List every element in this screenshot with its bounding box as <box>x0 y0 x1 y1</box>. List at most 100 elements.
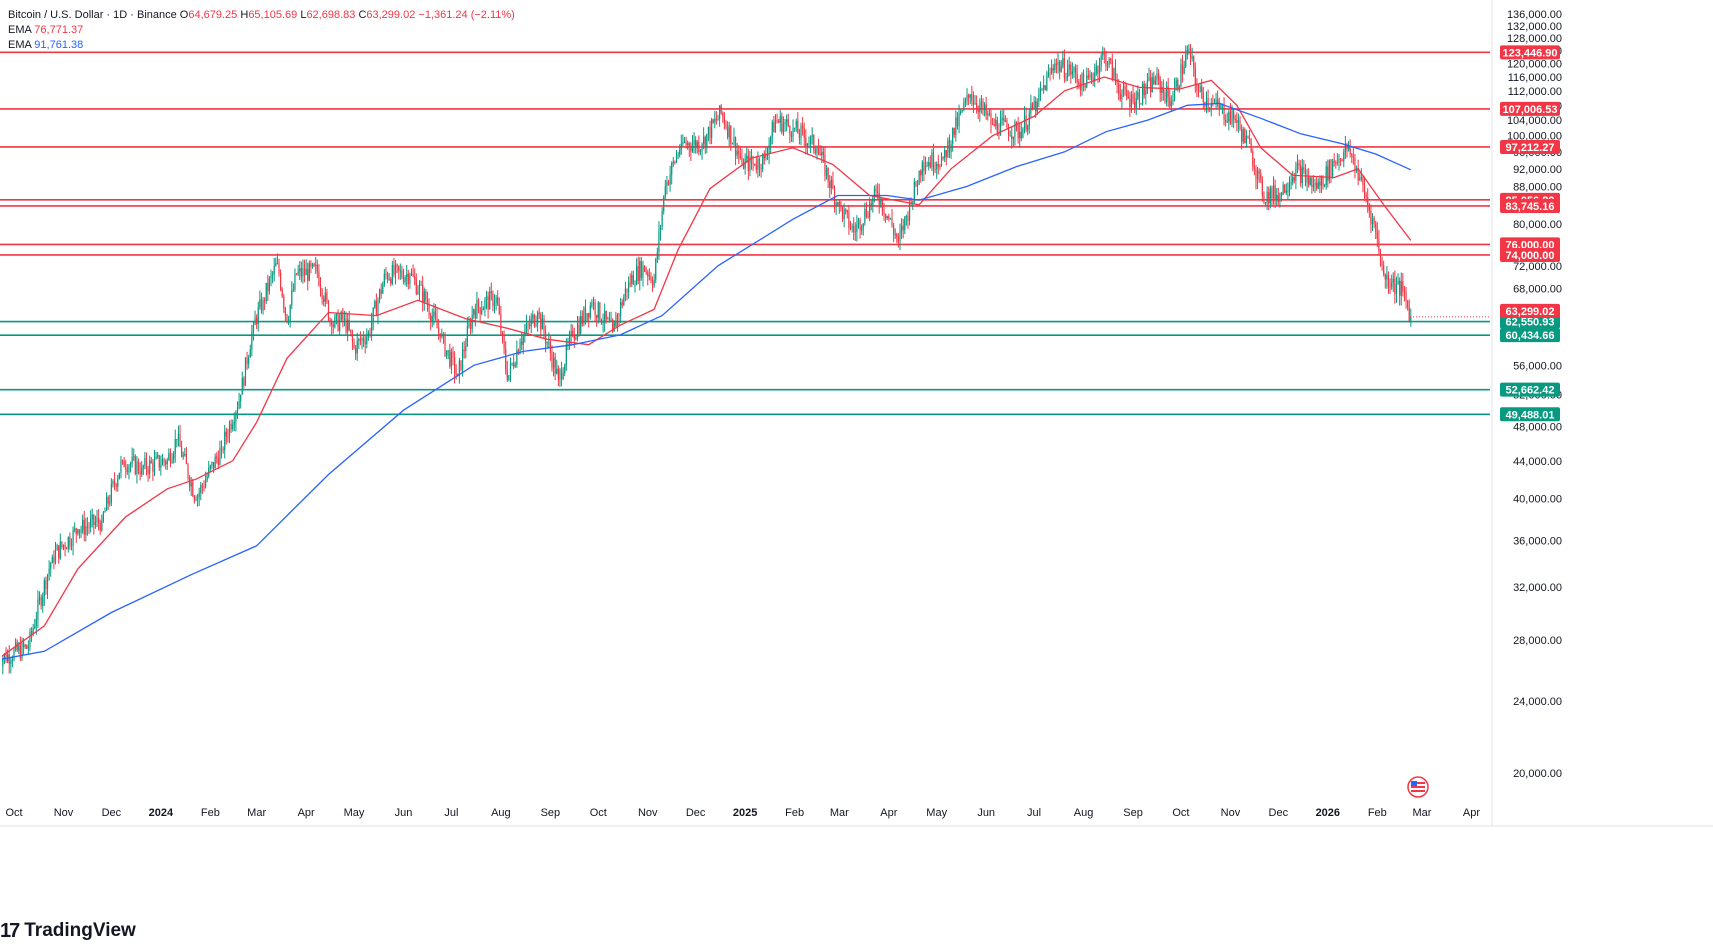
last-price-tag[interactable] <box>1500 303 1560 318</box>
candle-body <box>434 311 437 319</box>
candle-body <box>548 341 550 343</box>
candle-body <box>987 114 989 116</box>
candle-body <box>220 448 223 450</box>
candle-body <box>525 324 528 332</box>
candle-body <box>565 344 567 365</box>
support-level-tag[interactable] <box>1500 314 1560 329</box>
candle-body <box>367 332 369 337</box>
y-tick-label: 32,000.00 <box>1513 582 1562 594</box>
candle-body <box>18 645 20 651</box>
candle-body <box>187 464 189 478</box>
support-level-tag[interactable] <box>1500 328 1560 343</box>
candle-body <box>240 394 242 401</box>
support-level-tag[interactable] <box>1500 407 1560 422</box>
candle-body <box>414 276 416 280</box>
candle-body <box>592 302 595 304</box>
candle-body <box>814 149 816 154</box>
legend-ema-slow-row[interactable]: EMA 91,761.38 <box>8 38 515 53</box>
x-tick-label: Feb <box>1368 807 1387 819</box>
candle-body <box>653 279 655 286</box>
legend-ema-fast-row[interactable]: EMA 76,771.37 <box>8 23 515 38</box>
candle-body <box>1134 101 1136 108</box>
candle-body <box>596 315 598 318</box>
candle-body <box>1135 97 1137 108</box>
candle-body <box>1145 90 1147 96</box>
candle-body <box>385 273 387 275</box>
candle-body <box>319 285 322 290</box>
y-tick-label: 68,000.00 <box>1513 283 1562 295</box>
candle-body <box>289 305 291 322</box>
candle-body <box>241 378 243 395</box>
candle-body <box>559 369 561 380</box>
candle-body <box>527 324 529 326</box>
ema-fast-line[interactable] <box>0 76 1412 660</box>
y-tick-label: 80,000.00 <box>1513 219 1562 231</box>
candle-body <box>101 520 103 531</box>
candle-body <box>123 460 125 467</box>
support-level-tag[interactable] <box>1500 382 1560 397</box>
candle-body <box>618 314 620 316</box>
candle-body <box>489 291 491 310</box>
candle-body <box>1347 147 1350 150</box>
candle-body <box>936 164 938 170</box>
candle-body <box>257 307 259 324</box>
candle-body <box>886 215 888 219</box>
candle-body <box>663 196 665 212</box>
candle-body <box>316 264 318 272</box>
candle-body <box>80 529 82 533</box>
candle-body <box>950 144 952 153</box>
candle-body <box>1089 74 1091 78</box>
candle-body <box>629 282 631 284</box>
candle-body <box>1365 194 1367 198</box>
candle-body <box>877 191 879 194</box>
candle-body <box>67 537 69 549</box>
ema-slow-line[interactable] <box>0 102 1412 660</box>
candle-body <box>54 550 57 563</box>
candle-body <box>926 165 928 167</box>
candle-body <box>778 120 780 123</box>
candle-body <box>988 113 990 115</box>
candle-body <box>484 299 486 309</box>
candle-body <box>105 497 108 511</box>
candle-body <box>1186 49 1188 55</box>
candle-body <box>219 448 221 465</box>
candle-body <box>418 284 421 292</box>
candle-body <box>1108 59 1110 65</box>
candle-body <box>1359 178 1361 181</box>
candle-body <box>1082 73 1085 86</box>
candle-body <box>757 159 759 170</box>
candle-body <box>1371 217 1374 225</box>
candle-body <box>597 302 599 318</box>
candle-body <box>171 459 173 463</box>
candle-body <box>1199 86 1201 92</box>
candle-body <box>849 227 852 229</box>
candle-body <box>374 301 376 308</box>
candle-body <box>1320 176 1323 186</box>
tradingview-logo[interactable]: 17 TradingView <box>0 918 160 944</box>
resistance-level-tag[interactable] <box>1500 237 1560 252</box>
candle-body <box>1074 67 1077 75</box>
candle-body <box>217 458 219 465</box>
resistance-level-tag[interactable] <box>1500 198 1560 213</box>
candle-body <box>642 265 644 278</box>
candle-body <box>1209 107 1211 109</box>
candle-body <box>786 119 788 123</box>
candle-body <box>1111 59 1113 79</box>
resistance-level-tag[interactable] <box>1500 247 1560 262</box>
resistance-level-tag[interactable] <box>1500 101 1560 116</box>
resistance-level-tag[interactable] <box>1500 45 1560 60</box>
resistance-level-tag[interactable] <box>1500 139 1560 154</box>
candle-body <box>1177 79 1179 89</box>
candle-body <box>1285 190 1287 193</box>
candle-body <box>811 135 813 137</box>
candle-body <box>1234 118 1236 121</box>
candle-body <box>141 468 143 475</box>
candle-body <box>1290 182 1292 184</box>
candle-body <box>808 143 810 145</box>
candle-body <box>953 127 955 135</box>
candle-body <box>869 203 871 218</box>
candle-body <box>830 179 832 188</box>
candle-body <box>1252 151 1254 167</box>
